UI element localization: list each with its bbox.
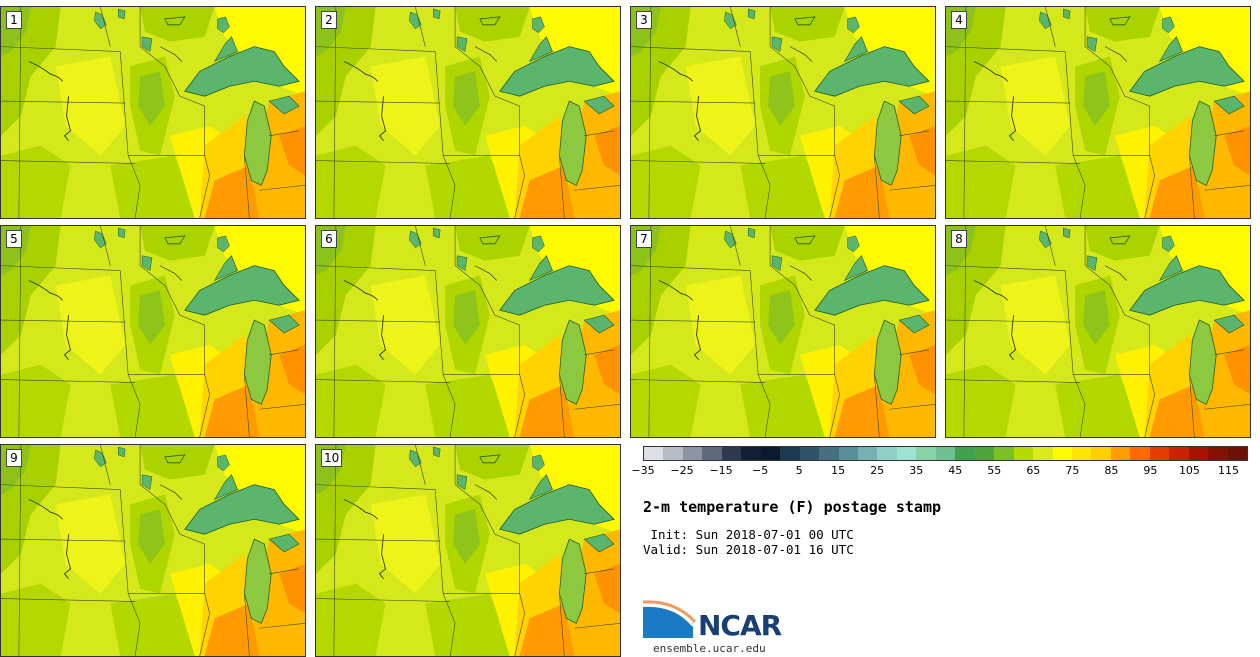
colorbar-tick: 15 (831, 464, 846, 477)
logo-name: NCAR (698, 609, 782, 642)
colorbar-segment (1013, 447, 1034, 460)
colorbar-tick: −15 (709, 464, 733, 477)
member-map-6: 6 (315, 225, 621, 438)
init-time: Init: Sun 2018-07-01 00 UTC (643, 527, 854, 542)
colorbar-segment (1208, 447, 1228, 460)
ncar-logo-icon (643, 600, 697, 638)
colorbar-tick: 115 (1217, 464, 1239, 477)
temperature-map (631, 7, 935, 218)
colorbar-tick: 5 (795, 464, 803, 477)
member-map-10: 10 (315, 444, 621, 657)
temperature-map (316, 445, 620, 656)
colorbar-tick: 105 (1178, 464, 1200, 477)
member-map-5: 5 (0, 225, 306, 438)
colorbar-tick: 45 (948, 464, 963, 477)
colorbar-tick: 85 (1104, 464, 1119, 477)
colorbar-tick: 55 (987, 464, 1002, 477)
temperature-map (1, 445, 305, 656)
temperature-map (946, 226, 1250, 437)
colorbar-segment (1227, 447, 1248, 460)
member-map-8: 8 (945, 225, 1251, 438)
colorbar-segment (663, 447, 683, 460)
colorbar-tick: −25 (670, 464, 694, 477)
colorbar-segment (1149, 447, 1170, 460)
colorbar-segment (780, 447, 800, 460)
colorbar-segment (935, 447, 956, 460)
temperature-map (316, 226, 620, 437)
member-number-label: 4 (951, 11, 967, 29)
member-map-1: 1 (0, 6, 306, 219)
member-map-3: 3 (630, 6, 936, 219)
colorbar-tick: 95 (1143, 464, 1158, 477)
colorbar-segment (896, 447, 917, 460)
colorbar-segment (644, 447, 664, 460)
colorbar-segment (819, 447, 839, 460)
member-number-label: 5 (6, 230, 22, 248)
colorbar-segment (838, 447, 858, 460)
valid-time: Valid: Sun 2018-07-01 16 UTC (643, 542, 854, 557)
colorbar-segment (721, 447, 742, 460)
colorbar-segment (799, 447, 820, 460)
member-map-4: 4 (945, 6, 1251, 219)
temperature-map (1, 226, 305, 437)
colorbar-tick: 35 (909, 464, 924, 477)
colorbar-segment (974, 447, 995, 460)
member-number-label: 8 (951, 230, 967, 248)
colorbar-tick: −35 (631, 464, 655, 477)
logo-url[interactable]: ensemble.ucar.edu (653, 642, 766, 655)
member-map-2: 2 (315, 6, 621, 219)
member-number-label: 2 (321, 11, 337, 29)
colorbar-tick: 75 (1065, 464, 1080, 477)
colorbar-tick: 65 (1026, 464, 1041, 477)
colorbar-tick: −5 (751, 464, 769, 477)
member-number-label: 10 (321, 449, 343, 467)
colorbar-segment (702, 447, 722, 460)
colorbar-segment (1052, 447, 1072, 460)
colorbar-segment (1130, 447, 1150, 460)
temperature-colorbar (643, 446, 1248, 461)
colorbar-segment (916, 447, 936, 460)
temperature-map (631, 226, 935, 437)
member-number-label: 7 (636, 230, 652, 248)
colorbar-segment (994, 447, 1014, 460)
temperature-map (316, 7, 620, 218)
temperature-map (1, 7, 305, 218)
member-map-9: 9 (0, 444, 306, 657)
colorbar-segment (1071, 447, 1092, 460)
colorbar-segment (1169, 447, 1189, 460)
colorbar-segment (857, 447, 878, 460)
colorbar-segment (877, 447, 897, 460)
member-map-7: 7 (630, 225, 936, 438)
colorbar-tick: 25 (870, 464, 885, 477)
colorbar-segment (955, 447, 975, 460)
colorbar-segment (1091, 447, 1111, 460)
member-number-label: 6 (321, 230, 337, 248)
member-number-label: 9 (6, 449, 22, 467)
plot-title: 2-m temperature (F) postage stamp (643, 498, 942, 516)
temperature-map (946, 7, 1250, 218)
colorbar-segment (682, 447, 703, 460)
colorbar-segment (1110, 447, 1131, 460)
member-number-label: 1 (6, 11, 22, 29)
colorbar-segment (741, 447, 761, 460)
colorbar-tick-labels: −35 −25 −15 −5 5 15 25 35 45 55 65 75 85 95 105 115 (631, 464, 1248, 480)
colorbar-segment (1033, 447, 1053, 460)
colorbar-segment (1188, 447, 1209, 460)
colorbar-segment (760, 447, 781, 460)
member-number-label: 3 (636, 11, 652, 29)
